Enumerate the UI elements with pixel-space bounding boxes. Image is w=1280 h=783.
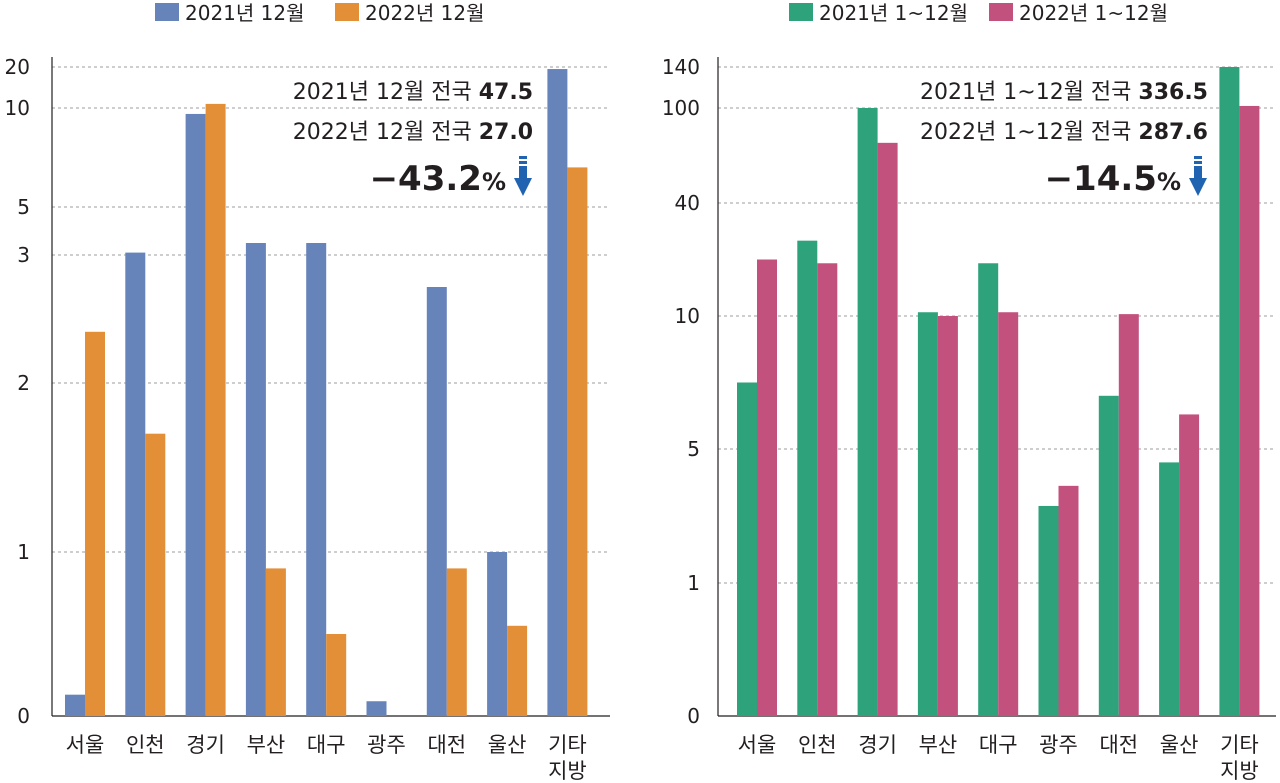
bar-left-s1-3 (265, 568, 286, 716)
bar-left-s1-0 (85, 331, 105, 716)
y-tick-label: 5 (687, 437, 700, 461)
legend-label: 2022년 12월 (365, 1, 485, 25)
bar-left-s0-7 (487, 552, 508, 716)
bar-right-s0-4 (978, 263, 999, 716)
y-tick-label: 40 (675, 191, 700, 215)
bar-right-s0-8 (1219, 67, 1240, 716)
x-tick-label: 울산 (488, 733, 527, 757)
x-tick-label: 부산 (919, 733, 958, 757)
x-tick-label: 기타 지방 (548, 733, 587, 783)
y-tick-label: 0 (687, 704, 700, 728)
bar-right-s1-1 (817, 263, 838, 716)
x-tick-label: 기타 지방 (1220, 733, 1259, 783)
bar-left-s1-4 (326, 634, 347, 716)
bar-left-s1-6 (446, 568, 467, 716)
legend-swatch (155, 3, 179, 21)
bar-right-s0-6 (1098, 395, 1119, 716)
x-tick-label: 서울 (738, 733, 777, 757)
x-tick-label: 광주 (367, 733, 406, 757)
bar-left-s0-5 (366, 701, 387, 716)
bar-right-s0-3 (917, 312, 938, 716)
y-tick-label: 0 (17, 704, 30, 728)
chart-right: 0 1 5 10 40 100 140 서울 인천 경기 부산 대구 광주 대전 울산 기타 지방 2021년 1… (662, 1, 1276, 783)
x-tick-label: 울산 (1160, 733, 1199, 757)
x-tick-label: 대구 (307, 733, 346, 757)
bar-right-s0-0 (737, 382, 757, 716)
x-tick-label: 부산 (247, 733, 286, 757)
bar-right-s1-5 (1058, 485, 1079, 716)
legend-swatch (789, 3, 813, 21)
bar-right-s1-6 (1118, 314, 1139, 716)
y-tick-label: 1 (687, 571, 700, 595)
chart-left: 0 1 2 3 5 10 20 서울 인천 경기 부산 대구 광주 대전 울산 기타 지방 2021년 12월 20… (5, 1, 610, 783)
bar-right-s1-7 (1179, 414, 1200, 716)
x-tick-label: 경기 (858, 733, 897, 757)
bar-left-s1-1 (145, 433, 166, 716)
bar-right-s1-0 (757, 259, 777, 716)
legend-swatch (989, 3, 1013, 21)
x-tick-label: 대구 (979, 733, 1018, 757)
bar-right-s1-8 (1239, 105, 1260, 716)
note-line-1: 2021년 1~12월 전국 336.5 (920, 80, 1208, 105)
down-arrow-icon (514, 156, 532, 196)
x-tick-label: 인천 (126, 733, 165, 757)
y-tick-label: 5 (17, 195, 30, 219)
bar-left-s0-6 (426, 287, 447, 716)
y-tick-label: 20 (5, 55, 30, 79)
bar-right-s1-3 (937, 316, 958, 716)
x-tick-label: 대전 (1099, 733, 1138, 757)
bar-right-s0-5 (1038, 505, 1059, 716)
bar-left-s0-1 (125, 252, 146, 716)
change-percent: −43.2% (370, 159, 506, 199)
bar-left-s0-3 (245, 243, 266, 716)
bar-left-s1-2 (205, 103, 226, 716)
change-percent: −14.5% (1045, 159, 1181, 199)
bar-left-s0-2 (185, 113, 206, 716)
x-tick-label: 대전 (427, 733, 466, 757)
legend-label: 2021년 1~12월 (819, 1, 968, 25)
y-tick-label: 10 (675, 304, 700, 328)
bar-right-s1-4 (998, 312, 1019, 716)
x-tick-label: 경기 (186, 733, 225, 757)
bar-right-s0-2 (857, 108, 878, 716)
note-line-2: 2022년 1~12월 전국 287.6 (920, 120, 1208, 145)
legend-swatch (335, 3, 359, 21)
bar-left-s0-4 (306, 243, 327, 716)
legend-label: 2021년 12월 (185, 1, 305, 25)
y-tick-label: 1 (17, 540, 30, 564)
note-line-2: 2022년 12월 전국 27.0 (293, 120, 533, 145)
bar-right-s1-2 (877, 142, 898, 717)
bar-right-s0-7 (1159, 462, 1180, 716)
y-tick-label: 10 (5, 96, 30, 120)
bar-right-s0-1 (797, 240, 818, 716)
bar-left-s1-7 (507, 625, 528, 716)
y-tick-label: 100 (662, 96, 700, 120)
note-line-1: 2021년 12월 전국 47.5 (293, 80, 533, 105)
legend-label: 2022년 1~12월 (1019, 1, 1168, 25)
y-tick-label: 2 (17, 371, 30, 395)
bar-left-s0-8 (547, 69, 568, 717)
x-tick-label: 서울 (66, 733, 105, 757)
x-tick-label: 인천 (798, 733, 837, 757)
y-tick-label: 140 (662, 55, 700, 79)
y-tick-label: 3 (17, 243, 30, 267)
bar-left-s0-0 (65, 694, 85, 716)
down-arrow-icon (1189, 156, 1207, 196)
bar-left-s1-8 (567, 167, 588, 716)
x-tick-label: 광주 (1039, 733, 1078, 757)
